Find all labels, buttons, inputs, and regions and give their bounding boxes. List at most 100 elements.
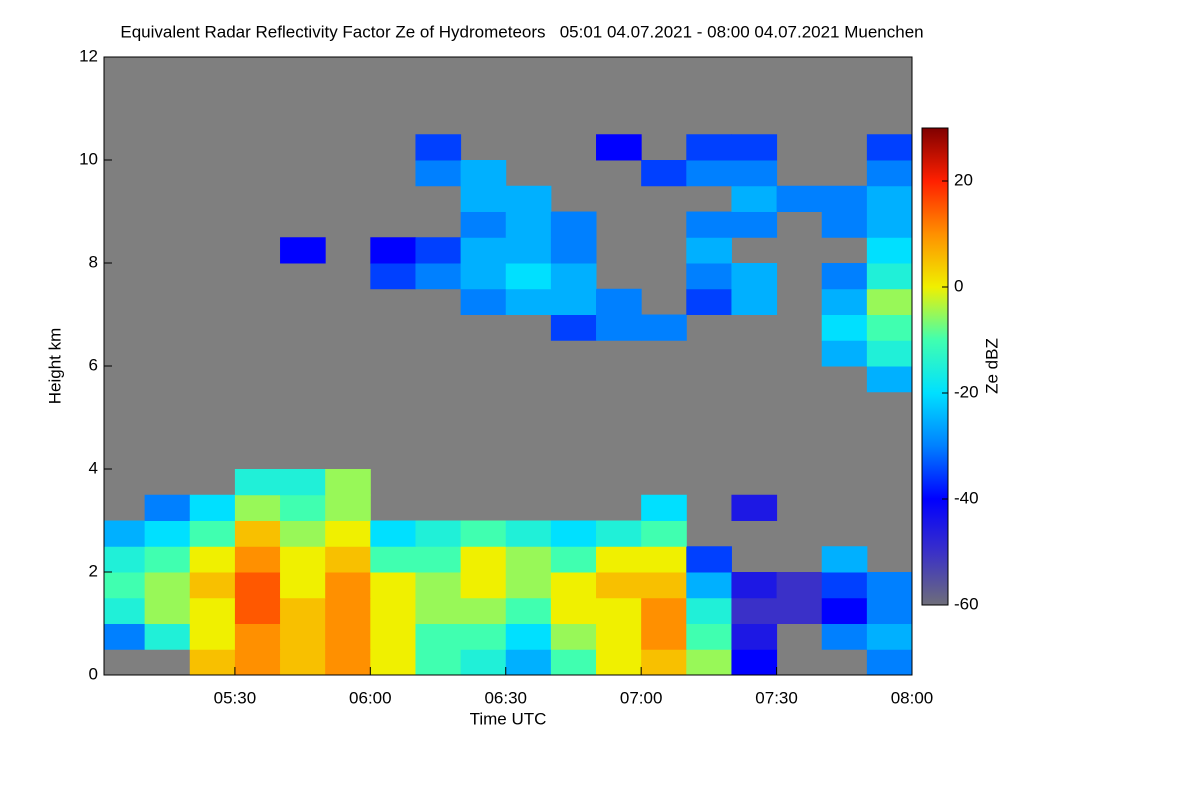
heatmap-cell — [686, 597, 732, 624]
heatmap-cell — [596, 649, 642, 675]
heatmap-cell — [866, 160, 912, 187]
heatmap-cell — [550, 623, 597, 650]
heatmap-cell — [776, 597, 823, 624]
heatmap-cell — [415, 237, 462, 264]
heatmap-cell — [686, 572, 732, 599]
heatmap-cell — [370, 520, 416, 547]
heatmap-cell — [325, 572, 371, 599]
heatmap-cell — [641, 623, 687, 650]
heatmap-cell — [505, 572, 552, 599]
heatmap-cell — [460, 520, 507, 547]
heatmap-cell — [460, 160, 507, 187]
heatmap-cell — [325, 520, 371, 547]
heatmap-cell — [280, 520, 326, 547]
heatmap-cell — [731, 288, 778, 315]
heatmap-cell — [370, 263, 416, 290]
heatmap-cell — [505, 263, 552, 290]
heatmap-cell — [866, 366, 912, 393]
heatmap-cell — [460, 185, 507, 212]
heatmap-cell — [280, 572, 326, 599]
y-tick-label: 2 — [89, 561, 98, 580]
heatmap-cell — [550, 520, 597, 547]
heatmap-cell — [866, 597, 912, 624]
heatmap-cell — [280, 623, 326, 650]
heatmap-cell — [415, 520, 462, 547]
heatmap-cell — [776, 572, 823, 599]
heatmap-cell — [460, 572, 507, 599]
heatmap-cell — [189, 546, 236, 573]
heatmap-cell — [731, 211, 778, 238]
heatmap-cell — [415, 597, 462, 624]
heatmap-cell — [505, 237, 552, 264]
heatmap-cell — [596, 520, 642, 547]
heatmap-cell — [821, 211, 868, 238]
heatmap-cell — [234, 546, 281, 573]
heatmap-cell — [325, 469, 371, 496]
heatmap-cell — [325, 546, 371, 573]
heatmap-cell — [596, 314, 642, 341]
y-tick-label: 6 — [89, 355, 98, 374]
heatmap-cell — [505, 185, 552, 212]
heatmap-cell — [370, 649, 416, 675]
heatmap-cell — [505, 597, 552, 624]
heatmap-cell — [505, 520, 552, 547]
heatmap-cell — [821, 597, 868, 624]
heatmap-cell — [460, 597, 507, 624]
heatmap-cell — [144, 572, 191, 599]
heatmap-cell — [776, 185, 823, 212]
heatmap-cell — [144, 597, 191, 624]
heatmap-cell — [189, 649, 236, 675]
heatmap-cell — [821, 263, 868, 290]
heatmap-cell — [550, 597, 597, 624]
heatmap-cell — [460, 263, 507, 290]
heatmap-cell — [189, 597, 236, 624]
heatmap-cell — [189, 520, 236, 547]
y-tick-label: 10 — [79, 149, 98, 168]
heatmap-cell — [280, 546, 326, 573]
heatmap-cell — [866, 340, 912, 367]
heatmap-cell — [821, 623, 868, 650]
heatmap-cell — [731, 649, 778, 675]
heatmap-cell — [325, 597, 371, 624]
heatmap-cell — [686, 263, 732, 290]
heatmap-cell — [821, 314, 868, 341]
heatmap-cell — [866, 237, 912, 264]
heatmap-cell — [144, 520, 191, 547]
heatmap-cell — [234, 494, 281, 521]
x-tick-label: 05:30 — [214, 688, 257, 707]
heatmap-cell — [641, 572, 687, 599]
heatmap-cell — [415, 623, 462, 650]
heatmap-cell — [144, 494, 191, 521]
heatmap-cell — [596, 288, 642, 315]
heatmap-cell — [104, 546, 146, 573]
heatmap-cell — [731, 623, 778, 650]
heatmap-cell — [460, 288, 507, 315]
heatmap-cell — [415, 649, 462, 675]
heatmap-cell — [234, 520, 281, 547]
heatmap-cell — [280, 494, 326, 521]
heatmap-cell — [686, 649, 732, 675]
heatmap-cell — [144, 546, 191, 573]
heatmap-cell — [370, 623, 416, 650]
x-tick-label: 06:30 — [484, 688, 527, 707]
colorbar-tick-label: -60 — [954, 594, 979, 613]
colorbar-tick-label: 20 — [954, 170, 973, 189]
heatmap-cell — [550, 314, 597, 341]
heatmap-cell — [686, 546, 732, 573]
colorbar — [921, 127, 949, 606]
x-axis-label: Time UTC — [470, 709, 547, 728]
heatmap-cell — [460, 623, 507, 650]
heatmap-cell — [686, 623, 732, 650]
heatmap-cells — [104, 134, 912, 675]
heatmap-cell — [144, 623, 191, 650]
heatmap-cell — [505, 211, 552, 238]
heatmap-cell — [821, 340, 868, 367]
heatmap-cell — [370, 597, 416, 624]
heatmap-cell — [686, 288, 732, 315]
x-tick-label: 07:00 — [620, 688, 663, 707]
heatmap-cell — [234, 572, 281, 599]
heatmap-cell — [189, 572, 236, 599]
heatmap-cell — [821, 288, 868, 315]
y-tick-label: 12 — [79, 46, 98, 65]
